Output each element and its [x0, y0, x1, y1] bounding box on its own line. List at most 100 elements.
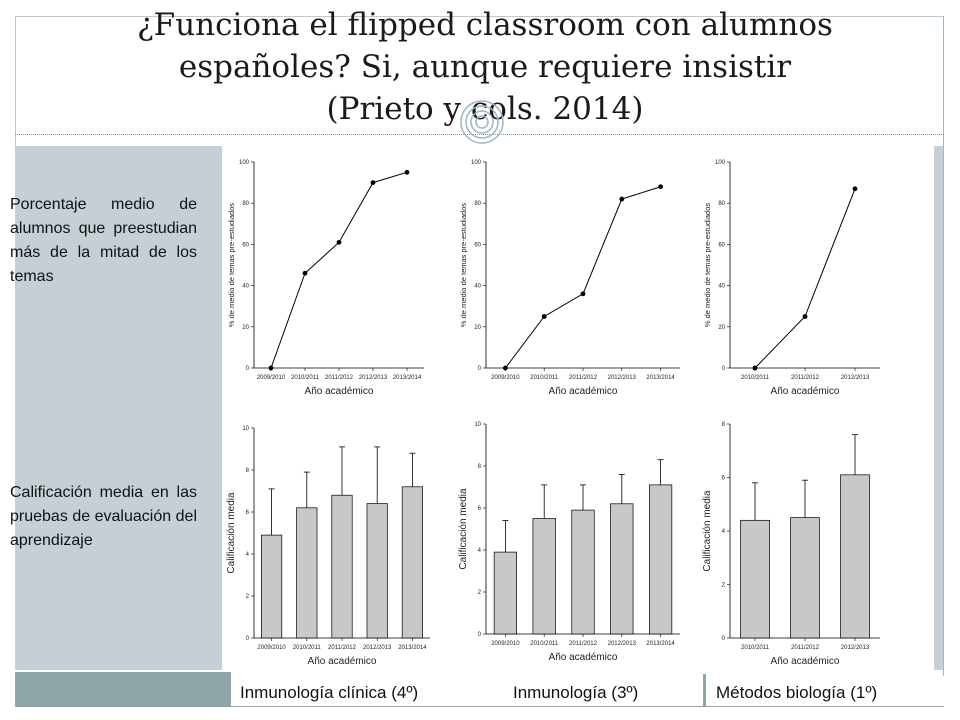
- y-axis-title: % de medio de temas pre-estudiados: [703, 203, 712, 327]
- x-tick-label: 2011/2012: [569, 641, 598, 647]
- title-line-3: (Prieto y cols. 2014): [326, 88, 644, 130]
- y-tick-label: 100: [715, 160, 726, 166]
- y-tick-label: 4: [246, 552, 250, 558]
- bar: [648, 484, 673, 635]
- footer-line: [15, 706, 944, 707]
- y-axis-title: % de medio de temas pre-estudiados: [227, 203, 236, 327]
- data-point: [404, 169, 410, 175]
- y-tick-label: 8: [478, 464, 482, 470]
- x-tick-label: 2011/2012: [325, 375, 354, 381]
- y-tick-label: 10: [474, 422, 481, 428]
- x-axis-title: Año académico: [308, 656, 377, 667]
- x-axis-title: Año académico: [771, 386, 840, 397]
- y-tick-label: 0: [246, 366, 250, 372]
- y-tick-label: 4: [722, 529, 726, 535]
- x-tick-label: 2011/2012: [328, 645, 357, 651]
- x-tick-label: 2012/2013: [841, 645, 870, 651]
- x-tick-label: 2010/2011: [293, 645, 322, 651]
- y-axis-title: Calificación media: [226, 492, 237, 574]
- y-axis-title: Calificación media: [458, 488, 469, 570]
- y-tick-label: 20: [242, 325, 249, 331]
- title-line-1: ¿Funciona el flipped classroom con alumn…: [137, 7, 833, 43]
- right-side-strip: [934, 146, 943, 670]
- x-tick-label: 2012/2013: [608, 375, 637, 381]
- y-tick-label: 40: [242, 284, 249, 290]
- x-tick-label: 2010/2011: [741, 375, 770, 381]
- x-tick-label: 2010/2011: [530, 375, 559, 381]
- x-axis-title: Año académico: [549, 652, 618, 663]
- y-tick-label: 8: [246, 468, 250, 474]
- concentric-swirl-icon: [460, 100, 504, 144]
- x-tick-label: 2011/2012: [791, 375, 820, 381]
- y-axis-title: Calificación media: [702, 490, 713, 572]
- x-tick-label: 2010/2011: [291, 375, 320, 381]
- course-label-inmunologia-clinica: Inmunología clínica (4º): [240, 683, 419, 702]
- data-point: [503, 365, 508, 371]
- chart-preestudio-metodos-biologia: 0 20 40 60 80 100 2010/2011 2011/2012 2012/2013A…: [703, 160, 880, 397]
- bar: [790, 517, 820, 639]
- course-label-inmunologia: Inmunología (3º): [513, 683, 639, 702]
- y-tick-label: 0: [478, 632, 482, 638]
- bar: [610, 503, 634, 635]
- title-divider: [15, 134, 944, 135]
- x-tick-label: 2009/2010: [257, 375, 286, 381]
- x-tick-label: 2012/2013: [363, 645, 392, 651]
- footer-accent-block: [15, 672, 231, 706]
- series-line: [270, 171, 408, 369]
- frame-top-border: [15, 16, 944, 17]
- y-tick-label: 40: [474, 284, 481, 290]
- course-label-metodos-biologia: Métodos biología (1º): [716, 683, 878, 702]
- y-tick-label: 10: [242, 426, 249, 432]
- y-tick-label: 0: [722, 366, 726, 372]
- x-tick-label: 2012/2013: [608, 641, 637, 647]
- x-tick-label: 2009/2010: [491, 641, 520, 647]
- x-axis-title: Año académico: [549, 386, 618, 397]
- bar: [331, 494, 353, 639]
- bar: [401, 486, 423, 639]
- chart-preestudio-inmunologia-clinica: 0 20 40 60 80 100 2009/2010 2010/2011 2011/2012 2…: [227, 160, 424, 397]
- data-point: [658, 184, 663, 190]
- chart-calificacion-inmunologia: 0 2 4 6 8 10 2009/2010 2010/2011 2011/2012 2012/2…: [458, 422, 680, 663]
- x-tick-label: 2012/2013: [359, 375, 388, 381]
- y-tick-label: 80: [474, 201, 481, 207]
- data-point: [370, 180, 376, 185]
- y-tick-label: 0: [478, 366, 482, 372]
- x-tick-label: 2009/2010: [491, 375, 520, 381]
- bar: [296, 507, 318, 639]
- bar: [366, 503, 388, 639]
- x-tick-label: 2010/2011: [530, 641, 559, 647]
- y-tick-label: 6: [478, 506, 482, 512]
- frame-right-border: [943, 16, 944, 676]
- y-tick-label: 20: [474, 325, 481, 331]
- x-tick-label: 2013/2014: [398, 645, 427, 651]
- bar: [840, 474, 870, 639]
- bar: [532, 518, 556, 635]
- y-tick-label: 6: [722, 476, 726, 482]
- y-axis-title: % de medio de temas pre-estudiados: [459, 203, 468, 327]
- title-line-2: españoles? Si, aunque requiere insistir: [178, 49, 792, 85]
- bar: [740, 519, 770, 639]
- y-tick-label: 60: [474, 242, 481, 248]
- x-tick-label: 2011/2012: [569, 375, 598, 381]
- frame-left-border: [15, 16, 16, 146]
- y-tick-label: 0: [722, 636, 726, 642]
- footer-separator: [703, 674, 706, 707]
- data-point: [619, 196, 625, 202]
- y-tick-label: 0: [246, 636, 250, 642]
- data-point: [852, 186, 858, 192]
- x-tick-label: 2010/2011: [741, 645, 770, 651]
- y-tick-label: 2: [478, 590, 482, 596]
- chart-calificacion-inmunologia-clinica: 0 2 4 6 8 10 2009/2010 2010/2011 2011/2012 2012/2…: [226, 426, 430, 667]
- x-tick-label: 2012/2013: [841, 375, 870, 381]
- x-axis-title: Año académico: [771, 656, 840, 667]
- y-tick-label: 4: [478, 548, 482, 554]
- bar: [261, 534, 283, 639]
- y-tick-label: 2: [246, 594, 250, 600]
- bar: [571, 509, 595, 635]
- y-tick-label: 2: [722, 583, 726, 589]
- y-tick-label: 60: [718, 242, 725, 248]
- series-line: [754, 188, 856, 369]
- data-point: [336, 239, 342, 245]
- data-point: [752, 365, 758, 371]
